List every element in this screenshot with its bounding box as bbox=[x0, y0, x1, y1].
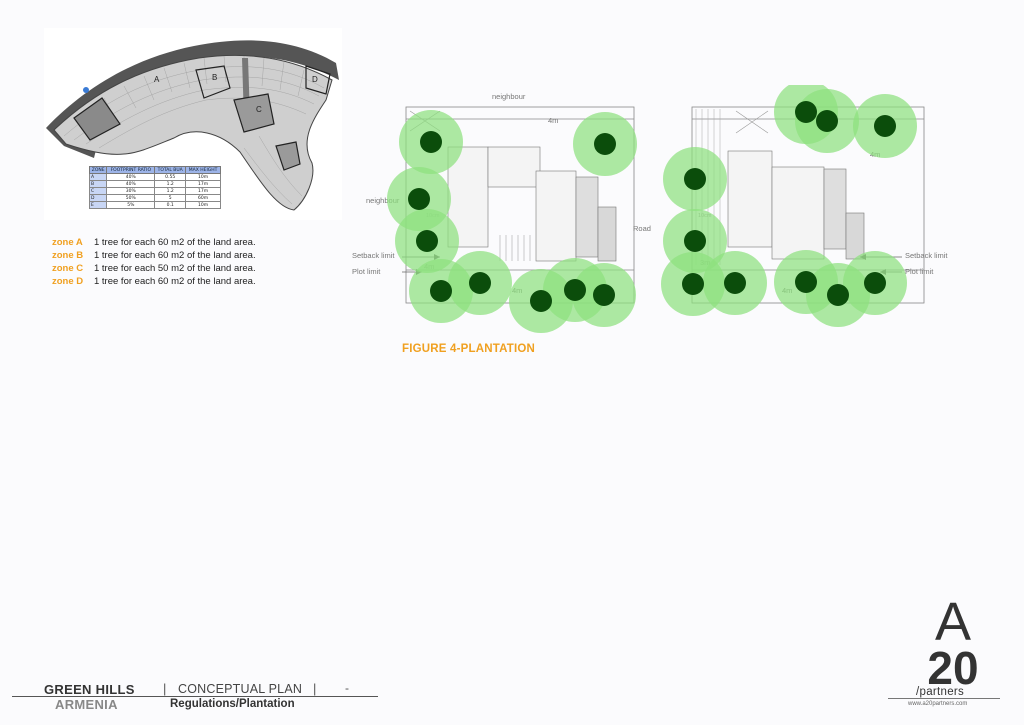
zone-rule-label: zone A bbox=[52, 237, 83, 248]
neighbour-top-label: neighbour bbox=[492, 92, 526, 101]
tree-trunk bbox=[795, 271, 817, 293]
zone-rule-d: zone D 1 tree for each 60 m2 of the land … bbox=[52, 275, 256, 288]
logo-partners-text: /partners bbox=[916, 686, 965, 698]
table-cell: B bbox=[88, 180, 108, 188]
tree-trunk bbox=[816, 110, 838, 132]
table-header: FOOTPRINT RATIO bbox=[106, 166, 156, 174]
project-location: ARMENIA bbox=[55, 697, 118, 712]
zone-rule-label: zone B bbox=[52, 250, 84, 261]
table-row: B 40% 1.2 17m bbox=[88, 180, 221, 188]
footer-dash: - bbox=[345, 681, 349, 695]
table-cell: 5% bbox=[106, 201, 156, 209]
table-cell: 1.2 bbox=[154, 180, 187, 188]
table-cell: 0.1 bbox=[154, 201, 187, 209]
tree-trunk bbox=[684, 230, 706, 252]
table-cell: 40% bbox=[106, 173, 156, 181]
table-header: TOTAL BUA bbox=[154, 166, 187, 174]
table-cell: C bbox=[88, 187, 108, 195]
zone-rule-text: 1 tree for each 60 m2 of the land area. bbox=[94, 276, 256, 287]
table-cell: 40% bbox=[106, 180, 156, 188]
logo-divider bbox=[888, 698, 1000, 699]
zone-rule-text: 1 tree for each 50 m2 of the land area. bbox=[94, 263, 256, 274]
zone-label-d: D bbox=[312, 75, 318, 84]
tree-trunk bbox=[469, 272, 491, 294]
table-row: E 5% 0.1 10m bbox=[88, 201, 221, 209]
tree-trunk bbox=[864, 272, 886, 294]
table-cell: A bbox=[88, 173, 108, 181]
dimension-label: 4m bbox=[548, 116, 558, 125]
table-cell: 0.55 bbox=[154, 173, 187, 181]
zone-rule-b: zone B 1 tree for each 60 m2 of the land … bbox=[52, 249, 256, 262]
plot-limit-right: Plot limit bbox=[905, 267, 934, 276]
table-cell: 60m bbox=[185, 194, 221, 202]
plantation-figure: neighbour neighbour Road 4m 4m 4m 4m 4m … bbox=[340, 80, 980, 340]
zone-regulation-table: ZONE FOOTPRINT RATIO TOTAL BUA MAX HEIGH… bbox=[88, 166, 221, 209]
tree-trunk bbox=[874, 115, 896, 137]
tree-trunk bbox=[682, 273, 704, 295]
setback-limit-right: Setback limit bbox=[905, 251, 948, 260]
table-cell: 10m bbox=[185, 173, 221, 181]
table-row: D 50% 5 60m bbox=[88, 194, 221, 202]
footer-separator: | bbox=[163, 681, 167, 696]
table-header-row: ZONE FOOTPRINT RATIO TOTAL BUA MAX HEIGH… bbox=[88, 166, 221, 174]
tree-trunk bbox=[684, 168, 706, 190]
footer-divider bbox=[12, 696, 378, 697]
zone-rule-label: zone C bbox=[52, 263, 84, 274]
plantation-drawing: neighbour neighbour Road 4m 4m 4m 4m 4m … bbox=[352, 80, 948, 333]
road-label: Road bbox=[633, 224, 651, 233]
plan-title: CONCEPTUAL PLAN bbox=[178, 682, 303, 696]
tree-trunk bbox=[724, 272, 746, 294]
table-header: MAX HEIGHT bbox=[185, 166, 221, 174]
table-cell: 5 bbox=[154, 194, 187, 202]
logo-mark-top: A bbox=[935, 596, 971, 652]
figure-caption: FIGURE 4-PLANTATION bbox=[402, 343, 536, 355]
table-cell: 17m bbox=[185, 187, 221, 195]
setback-limit-left: Setback limit bbox=[352, 251, 395, 260]
tree-trunk bbox=[593, 284, 615, 306]
zone-rule-a: zone A 1 tree for each 60 m2 of the land … bbox=[52, 236, 256, 249]
footer-separator: | bbox=[313, 681, 317, 696]
neighbour-left-label: neighbour bbox=[366, 196, 400, 205]
tree-group bbox=[387, 80, 917, 333]
tree-trunk bbox=[408, 188, 430, 210]
table-cell: 17m bbox=[185, 180, 221, 188]
tree-trunk bbox=[795, 101, 817, 123]
zone-rule-c: zone C 1 tree for each 50 m2 of the land … bbox=[52, 262, 256, 275]
table-row: C 30% 1.2 17m bbox=[88, 187, 221, 195]
a20-logo: A 20 bbox=[918, 592, 988, 701]
page-title: Regulations/Plantation bbox=[170, 698, 295, 710]
zone-label-b: B bbox=[212, 73, 217, 82]
table-cell: 30% bbox=[106, 187, 156, 195]
table-cell: D bbox=[88, 194, 108, 202]
tree-trunk bbox=[564, 279, 586, 301]
zone-rule-text: 1 tree for each 60 m2 of the land area. bbox=[94, 250, 256, 261]
zone-rule-text: 1 tree for each 60 m2 of the land area. bbox=[94, 237, 256, 248]
logo-url: www.a20partners.com bbox=[908, 701, 968, 707]
zone-rule-label: zone D bbox=[52, 276, 84, 287]
tree-trunk bbox=[430, 280, 452, 302]
logo-mark-bottom: 20 bbox=[927, 642, 978, 694]
table-row: A 40% 0.55 10m bbox=[88, 173, 221, 181]
zone-label-a: A bbox=[154, 75, 160, 84]
table-cell: 1.2 bbox=[154, 187, 187, 195]
tree-trunk bbox=[827, 284, 849, 306]
table-header: ZONE bbox=[88, 166, 108, 174]
table-cell: 10m bbox=[185, 201, 221, 209]
tree-trunk bbox=[416, 230, 438, 252]
plot-limit-left: Plot limit bbox=[352, 267, 381, 276]
tree-trunk bbox=[530, 290, 552, 312]
project-title: GREEN HILLS bbox=[44, 682, 135, 697]
tree-trunk bbox=[594, 133, 616, 155]
table-cell: E bbox=[88, 201, 108, 209]
zone-label-c: C bbox=[256, 105, 262, 114]
tree-trunk bbox=[420, 131, 442, 153]
table-cell: 50% bbox=[106, 194, 156, 202]
